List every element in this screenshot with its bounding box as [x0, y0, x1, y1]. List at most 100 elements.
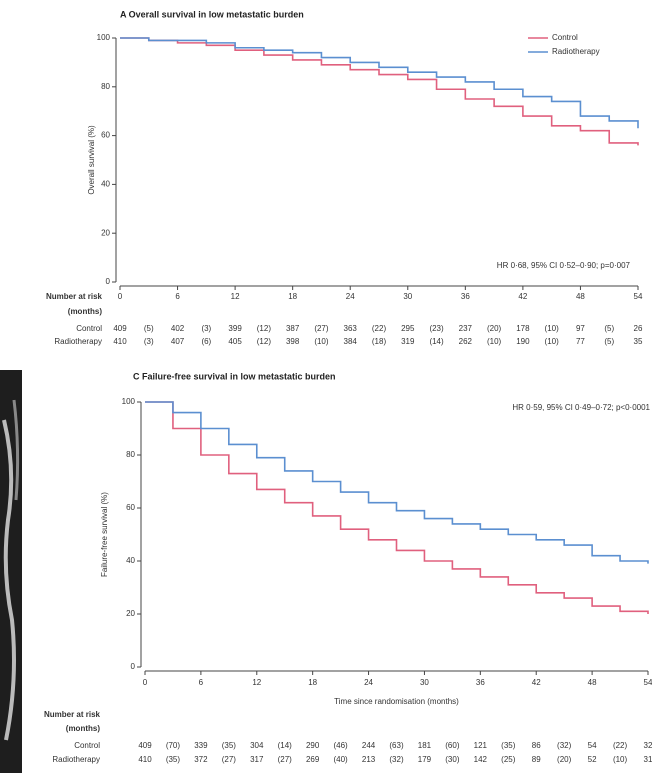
- risk-count: 54: [588, 741, 597, 750]
- x-tick-label: 54: [644, 678, 652, 687]
- risk-count: 77: [576, 337, 585, 346]
- annotation: HR 0·68, 95% CI 0·52–0·90; p=0·007: [497, 261, 631, 270]
- risk-events: (10): [314, 337, 329, 346]
- side-image: [0, 370, 22, 773]
- risk-count: 398: [286, 337, 300, 346]
- risk-count: 409: [138, 741, 152, 750]
- risk-count: 26: [634, 324, 643, 333]
- risk-events: (14): [429, 337, 444, 346]
- risk-count: 269: [306, 755, 320, 764]
- risk-events: (27): [278, 755, 293, 764]
- risk-events: (20): [557, 755, 572, 764]
- risk-count: 97: [576, 324, 585, 333]
- risk-events: (22): [613, 741, 628, 750]
- risk-events: (6): [201, 337, 211, 346]
- x-tick-label: 18: [308, 678, 317, 687]
- y-tick-label: 0: [106, 277, 111, 286]
- risk-count: 319: [401, 337, 415, 346]
- risk-count: 387: [286, 324, 300, 333]
- risk-table-subtitle: (months): [68, 307, 103, 316]
- risk-table-title: Number at risk: [46, 292, 103, 301]
- risk-events: (18): [372, 337, 387, 346]
- risk-count: 262: [459, 337, 473, 346]
- risk-events: (10): [545, 324, 560, 333]
- risk-count: 372: [194, 755, 208, 764]
- x-tick-label: 42: [518, 292, 527, 301]
- x-tick-label: 6: [175, 292, 180, 301]
- risk-count: 409: [113, 324, 127, 333]
- risk-events: (3): [201, 324, 211, 333]
- risk-count: 181: [418, 741, 432, 750]
- risk-count: 405: [228, 337, 242, 346]
- risk-events: (12): [257, 337, 272, 346]
- x-tick-label: 6: [199, 678, 204, 687]
- risk-events: (25): [501, 755, 516, 764]
- x-tick-label: 0: [118, 292, 123, 301]
- risk-events: (70): [166, 741, 181, 750]
- y-tick-label: 20: [101, 228, 110, 237]
- risk-events: (35): [166, 755, 181, 764]
- x-tick-label: 54: [634, 292, 643, 301]
- legend-label: Control: [552, 33, 578, 42]
- y-tick-label: 40: [101, 180, 110, 189]
- x-tick-label: 42: [532, 678, 541, 687]
- risk-events: (32): [389, 755, 404, 764]
- risk-count: 410: [138, 755, 152, 764]
- risk-count: 190: [516, 337, 530, 346]
- risk-count: 178: [516, 324, 530, 333]
- risk-count: 402: [171, 324, 185, 333]
- risk-row-label: Control: [74, 741, 100, 750]
- x-tick-label: 48: [576, 292, 585, 301]
- x-tick-label: 48: [588, 678, 597, 687]
- risk-events: (35): [501, 741, 516, 750]
- y-tick-label: 0: [131, 662, 136, 671]
- risk-count: 410: [113, 337, 127, 346]
- panel: C Failure-free survival in low metastati…: [44, 371, 652, 764]
- risk-table-subtitle: (months): [66, 724, 101, 733]
- x-tick-label: 30: [403, 292, 412, 301]
- risk-events: (3): [144, 337, 154, 346]
- risk-events: (35): [222, 741, 237, 750]
- risk-events: (63): [389, 741, 404, 750]
- y-axis-label: Overall survival (%): [87, 125, 96, 195]
- x-tick-label: 12: [231, 292, 240, 301]
- survival-curve: [120, 37, 639, 146]
- risk-count: 179: [418, 755, 432, 764]
- risk-count: 86: [532, 741, 541, 750]
- x-tick-label: 18: [288, 292, 297, 301]
- x-tick-label: 0: [143, 678, 148, 687]
- x-tick-label: 30: [420, 678, 429, 687]
- panel: A Overall survival in low metastatic bur…: [46, 9, 643, 346]
- risk-count: 237: [459, 324, 473, 333]
- risk-count: 32: [644, 741, 652, 750]
- risk-table-title: Number at risk: [44, 710, 101, 719]
- risk-count: 35: [634, 337, 643, 346]
- y-tick-label: 100: [122, 397, 136, 406]
- y-tick-label: 60: [101, 131, 110, 140]
- panel-title: A Overall survival in low metastatic bur…: [120, 9, 304, 19]
- risk-events: (20): [487, 324, 502, 333]
- risk-events: (5): [604, 324, 614, 333]
- risk-count: 363: [344, 324, 358, 333]
- risk-row-label: Radiotherapy: [52, 755, 100, 764]
- risk-count: 317: [250, 755, 264, 764]
- risk-count: 31: [644, 755, 652, 764]
- risk-events: (27): [222, 755, 237, 764]
- x-tick-label: 24: [346, 292, 355, 301]
- risk-events: (14): [278, 741, 293, 750]
- panel-title: C Failure-free survival in low metastati…: [133, 371, 336, 381]
- risk-events: (23): [429, 324, 444, 333]
- y-tick-label: 40: [126, 556, 135, 565]
- x-tick-label: 24: [364, 678, 373, 687]
- x-axis-label: Time since randomisation (months): [334, 697, 459, 706]
- risk-count: 244: [362, 741, 376, 750]
- y-tick-label: 20: [126, 609, 135, 618]
- risk-count: 384: [344, 337, 358, 346]
- risk-count: 399: [228, 324, 242, 333]
- x-tick-label: 36: [476, 678, 485, 687]
- y-tick-label: 60: [126, 503, 135, 512]
- survival-curve: [145, 401, 649, 564]
- y-tick-label: 80: [101, 82, 110, 91]
- risk-count: 290: [306, 741, 320, 750]
